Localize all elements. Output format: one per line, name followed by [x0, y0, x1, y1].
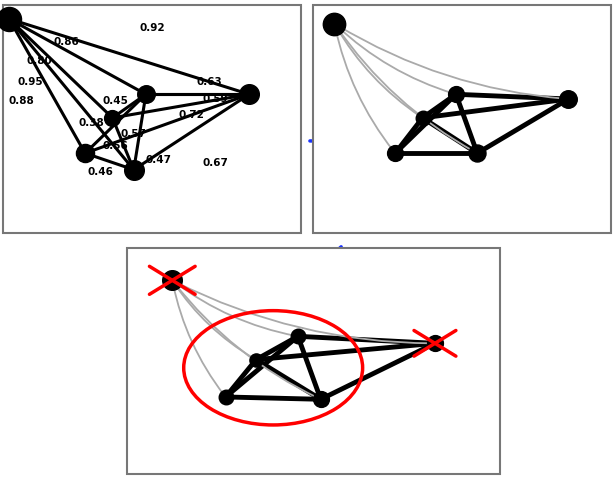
FancyBboxPatch shape	[3, 5, 301, 233]
FancyBboxPatch shape	[126, 248, 500, 474]
Text: 0.47: 0.47	[145, 156, 171, 165]
Point	[141, 90, 151, 98]
Text: 0.88: 0.88	[9, 96, 34, 106]
Point	[107, 114, 117, 122]
Text: 0.63: 0.63	[197, 77, 223, 87]
Point	[418, 114, 427, 122]
Text: 0.45: 0.45	[103, 96, 128, 106]
Point	[330, 19, 340, 27]
Text: 0.67: 0.67	[203, 157, 229, 168]
Point	[391, 149, 400, 157]
Point	[564, 95, 573, 103]
Point	[244, 90, 254, 98]
Text: 0.56: 0.56	[103, 141, 128, 151]
Point	[129, 166, 139, 174]
Point	[80, 149, 90, 157]
Point	[472, 149, 482, 157]
Text: 0.92: 0.92	[139, 23, 165, 33]
Text: 0.57: 0.57	[121, 129, 147, 139]
Text: 0.38: 0.38	[79, 118, 104, 127]
Text: 0.80: 0.80	[26, 56, 52, 66]
FancyBboxPatch shape	[313, 5, 611, 233]
Point	[293, 332, 303, 340]
Text: 0.72: 0.72	[179, 110, 204, 121]
Text: 0.46: 0.46	[87, 167, 113, 177]
Point	[451, 90, 461, 98]
Point	[316, 396, 325, 403]
Point	[220, 393, 230, 401]
Text: 0.95: 0.95	[18, 77, 43, 87]
Point	[168, 277, 177, 284]
Point	[251, 356, 261, 364]
Text: 0.59: 0.59	[203, 94, 228, 104]
Point	[430, 339, 440, 347]
Point	[4, 15, 14, 23]
Text: 0.86: 0.86	[54, 37, 80, 48]
